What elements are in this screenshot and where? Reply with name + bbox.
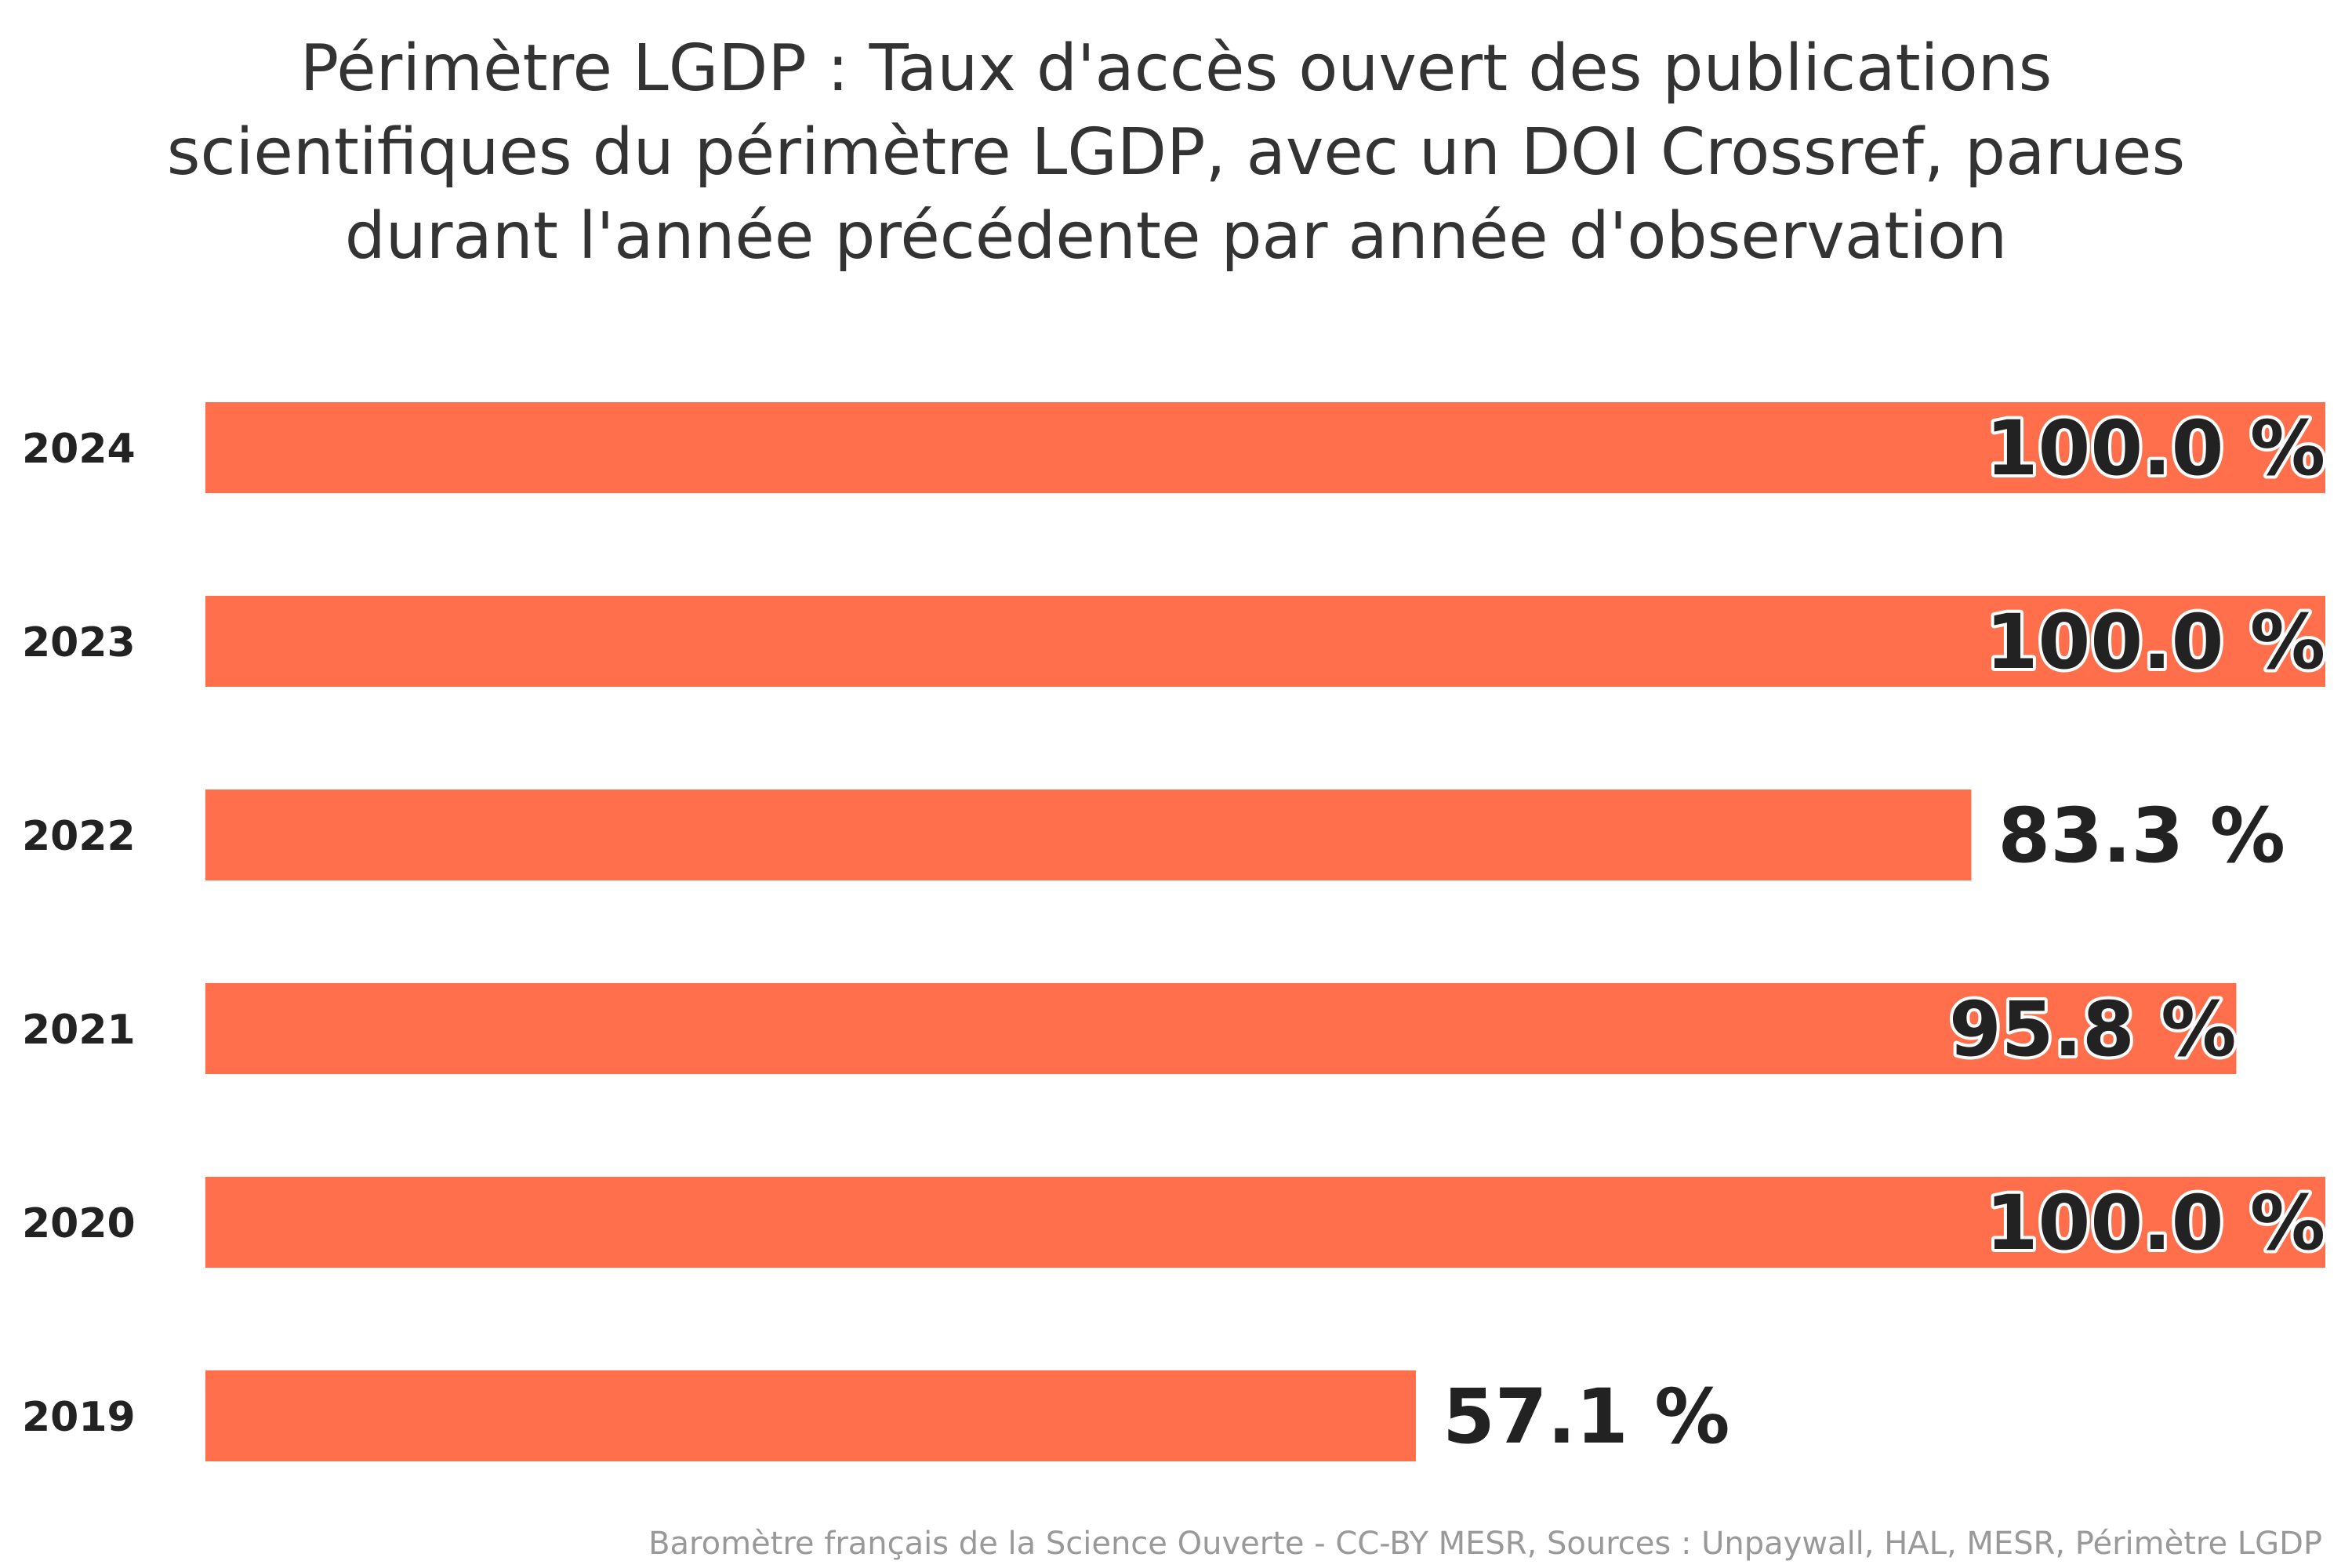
plot-area: 2024 100.0 % 2023 100.0 % 2022 83.3 % 2021 95.8… [22,401,2328,1461]
category-label-2022: 2022 [22,813,136,860]
chart-title-line-1: Périmètre LGDP : Taux d'accès ouvert des… [300,31,2053,106]
category-label-2019: 2019 [22,1394,136,1441]
chart-credits: Baromètre français de la Science Ouverte… [648,1526,2322,1562]
category-label-2020: 2020 [22,1200,136,1247]
data-label-2023: 100.0 % [1986,598,2325,686]
data-label-2024: 100.0 % [1986,405,2325,492]
bar-2021 [205,983,2237,1074]
data-label-2020: 100.0 % [1986,1179,2325,1267]
chart-title-line-3: durant l'année précédente par année d'ob… [345,199,2008,274]
data-label-2022: 83.3 % [1998,792,2285,880]
bar-2024 [205,402,2325,493]
bar-2023 [205,596,2325,687]
chart-title: Périmètre LGDP : Taux d'accès ouvert des… [167,31,2185,274]
bar-2022 [205,789,1972,880]
data-label-2021: 95.8 % [1949,985,2236,1073]
bar-2019 [205,1370,1416,1461]
chart-title-line-2: scientifiques du périmètre LGDP, avec un… [167,115,2185,190]
data-label-2019: 57.1 % [1443,1373,1730,1461]
bar-2020 [205,1177,2325,1268]
category-label-2023: 2023 [22,619,136,666]
category-label-2024: 2024 [22,426,136,473]
category-label-2021: 2021 [22,1007,136,1054]
